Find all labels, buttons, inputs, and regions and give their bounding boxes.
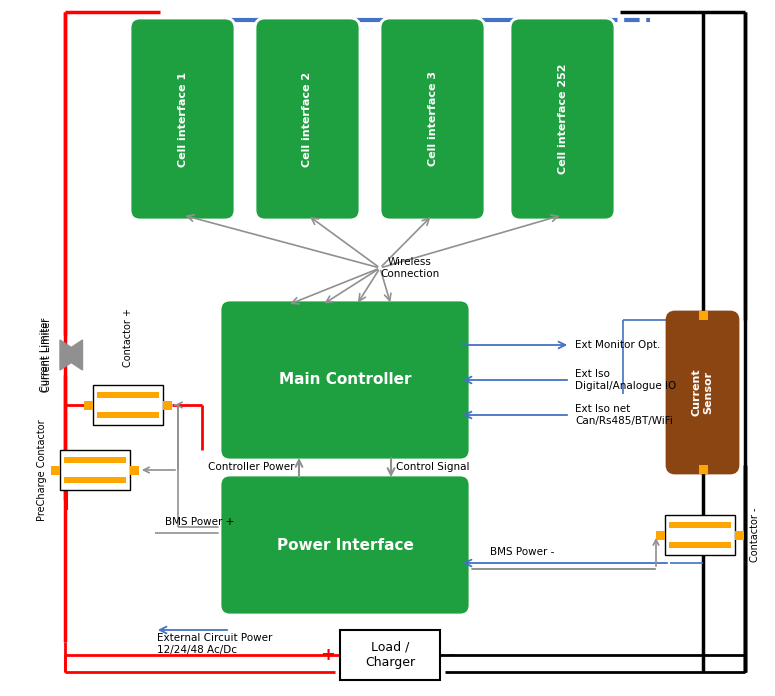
- Text: Control Signal: Control Signal: [396, 463, 470, 473]
- Bar: [93, 385, 163, 425]
- Bar: [340, 630, 440, 680]
- FancyBboxPatch shape: [255, 18, 360, 220]
- Text: Current
Sensor: Current Sensor: [692, 369, 713, 416]
- Polygon shape: [60, 340, 82, 370]
- FancyBboxPatch shape: [510, 18, 615, 220]
- Bar: [84, 401, 93, 410]
- Bar: [130, 466, 139, 475]
- Bar: [64, 477, 126, 483]
- Text: Controller Power: Controller Power: [208, 463, 294, 473]
- Text: External Circuit Power
12/24/48 Ac/Dc: External Circuit Power 12/24/48 Ac/Dc: [157, 633, 272, 655]
- Bar: [97, 412, 159, 418]
- Bar: [60, 450, 130, 490]
- Text: PreCharge Contactor: PreCharge Contactor: [37, 419, 47, 521]
- Text: Cell interface 3: Cell interface 3: [428, 72, 438, 166]
- Text: BMS Power +: BMS Power +: [165, 517, 234, 527]
- Text: Cell interface 252: Cell interface 252: [557, 64, 567, 174]
- FancyBboxPatch shape: [220, 300, 470, 460]
- Bar: [51, 466, 60, 475]
- Bar: [656, 531, 665, 540]
- Text: Current Limiter: Current Limiter: [40, 318, 50, 392]
- Text: Ext Iso net
Can/Rs485/BT/WiFi: Ext Iso net Can/Rs485/BT/WiFi: [575, 404, 673, 426]
- Polygon shape: [60, 340, 82, 370]
- Bar: [698, 465, 708, 474]
- Text: +: +: [321, 646, 336, 664]
- Text: Power Interface: Power Interface: [277, 537, 413, 553]
- Text: Current Limiter: Current Limiter: [42, 318, 52, 392]
- Text: Wireless
Connection: Wireless Connection: [381, 258, 439, 279]
- Text: Cell interface 2: Cell interface 2: [302, 72, 312, 166]
- Text: Contactor +: Contactor +: [123, 308, 133, 367]
- Bar: [669, 542, 731, 548]
- Text: Ext Monitor Opt.: Ext Monitor Opt.: [575, 340, 660, 350]
- Text: Load /
Charger: Load / Charger: [365, 641, 415, 669]
- FancyBboxPatch shape: [380, 18, 485, 220]
- Text: Ext Iso
Digital/Analogue IO: Ext Iso Digital/Analogue IO: [575, 369, 677, 390]
- FancyBboxPatch shape: [667, 312, 738, 473]
- Text: BMS Power -: BMS Power -: [490, 547, 554, 557]
- Bar: [669, 522, 731, 528]
- Text: Cell interface 1: Cell interface 1: [177, 72, 188, 166]
- Bar: [735, 531, 744, 540]
- Bar: [97, 392, 159, 398]
- Bar: [698, 311, 708, 320]
- Text: Contactor -: Contactor -: [750, 508, 760, 562]
- Text: -: -: [448, 645, 456, 665]
- Bar: [64, 457, 126, 463]
- Bar: [163, 401, 172, 410]
- Text: Main Controller: Main Controller: [279, 372, 412, 388]
- FancyBboxPatch shape: [220, 475, 470, 615]
- Bar: [665, 515, 735, 555]
- FancyBboxPatch shape: [130, 18, 235, 220]
